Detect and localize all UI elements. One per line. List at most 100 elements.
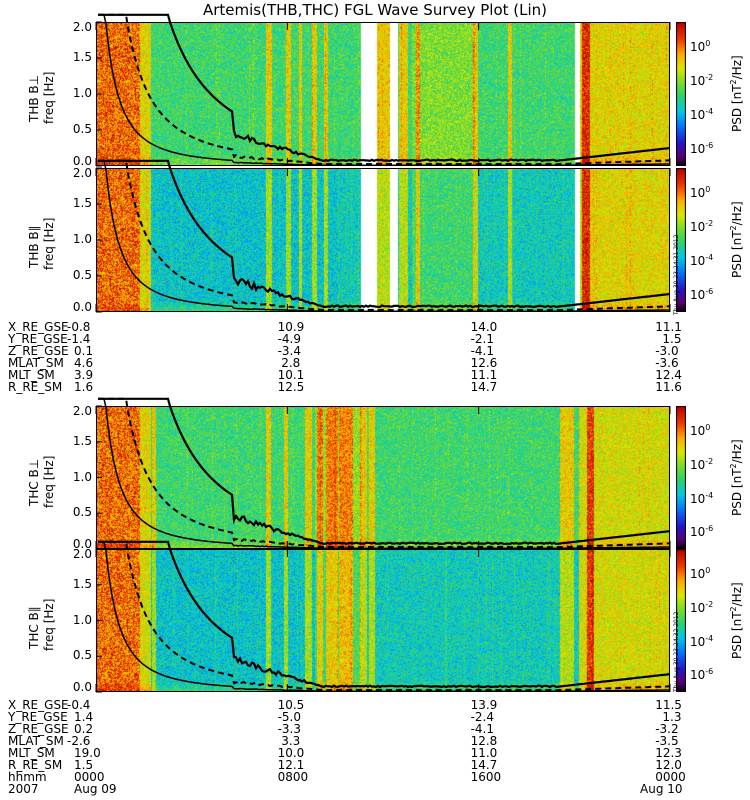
- gyrofrequency-curve: [98, 159, 671, 309]
- panel-frame: [96, 168, 670, 312]
- ephemeris-value: 1.6: [74, 380, 94, 394]
- half-gyrofrequency-curve: [98, 13, 671, 166]
- ephemeris-label: Z_RE_GSE: [8, 722, 69, 736]
- ephemeris-label: X_RE_GSE: [8, 698, 69, 712]
- spectrogram-panel-3: [95, 397, 671, 550]
- ephemeris-label: MLAT_SM: [8, 734, 64, 748]
- colorbar-tick-base: 10: [690, 525, 706, 540]
- ephemeris-value: 4.6: [74, 356, 94, 370]
- generation-timestamp: Thu Aug 30 23:24:32 2012: [673, 611, 680, 692]
- colorbar-label-sup: 2: [729, 225, 738, 231]
- ephemeris-value: 0.1: [74, 344, 94, 358]
- colorbar-label-suffix: /Hz]: [730, 438, 744, 463]
- colorbar-tick-base: 10: [690, 288, 706, 303]
- ephemeris-value: 1.5: [74, 758, 94, 772]
- y-tick-label: 0.0: [72, 537, 92, 551]
- ephemeris-value: -4.1: [470, 722, 495, 736]
- colorbar-label-prefix: PSD [nT: [730, 230, 744, 278]
- ephemeris-value: 1600: [470, 770, 502, 784]
- colorbar-tick-exponent: -2: [705, 599, 714, 609]
- ephemeris-label: MLT_SM: [8, 746, 55, 760]
- spectrogram-image: [96, 406, 670, 549]
- colorbar-tick-label: 10-2: [690, 457, 713, 472]
- colorbar-tick-base: 10: [690, 668, 706, 683]
- spectrogram-panel-4: [95, 540, 671, 693]
- ephemeris-row: MLAT_SM 4.6 2.8 12.6 -3.6: [0, 356, 750, 370]
- date-label: Aug 10: [640, 782, 683, 796]
- ephemeris-value: -5.0: [277, 710, 302, 724]
- colorbar-tick-label: 100: [690, 185, 710, 200]
- colorbar-tick-base: 10: [690, 220, 706, 235]
- colorbar-tick-label: 10-4: [690, 634, 713, 649]
- ephemeris-value: 11.5: [655, 698, 682, 712]
- colorbar-tick-label: 10-4: [690, 107, 713, 122]
- colorbar-tick-base: 10: [690, 40, 706, 55]
- year-label: 2007: [8, 782, 39, 796]
- colorbar-label-suffix: /Hz]: [730, 201, 744, 226]
- y-tick-label: 2.0: [72, 404, 92, 418]
- ephemeris-row: MLT_SM 3.9 10.1 11.1 12.4: [0, 368, 750, 382]
- y-tick-label: 1.5: [72, 50, 92, 64]
- panel-frame: [96, 406, 670, 549]
- ephemeris-value: -3.3: [277, 722, 302, 736]
- colorbar-tick-label: 10-6: [690, 141, 713, 156]
- ephemeris-value: 19.0: [74, 746, 101, 760]
- ephemeris-value: 0000: [655, 770, 686, 784]
- low-gyrofrequency-curve: [98, 14, 670, 167]
- colorbar-label-suffix: /Hz]: [730, 581, 744, 606]
- spectrogram-image: [96, 549, 670, 692]
- ephemeris-value: 10.5: [277, 698, 305, 712]
- ephemeris-value: 10.9: [277, 320, 305, 334]
- ephemeris-row: Z_RE_GSE 0.1 -3.4 -4.1 -3.0: [0, 344, 750, 358]
- ephemeris-value: -3.2: [655, 722, 679, 736]
- colorbar-tick-base: 10: [690, 108, 706, 123]
- ephemeris-row: MLAT_SM -2.6 3.3 12.8 -3.5: [0, 734, 750, 748]
- ephemeris-value: 3.9: [74, 368, 94, 382]
- colorbar-label-prefix: PSD [nT: [730, 84, 744, 132]
- spectrogram-overlay: [95, 540, 671, 693]
- y-axis-probe-label: THB B∥: [27, 225, 41, 268]
- colorbar-tick-exponent: 0: [705, 185, 711, 195]
- plot-title: Artemis(THB,THC) FGL Wave Survey Plot (L…: [202, 1, 548, 19]
- ephemeris-value: 3.3: [281, 734, 301, 748]
- ephemeris-row: X_RE_GSE -0.4 10.5 13.9 11.5: [0, 698, 750, 712]
- y-axis-label: freq [Hz]: [42, 71, 56, 124]
- date-label: Aug 09: [74, 782, 117, 796]
- colorbar: [676, 406, 686, 549]
- spectrogram-overlay: [95, 159, 671, 313]
- ephemeris-value: -0.8: [67, 320, 91, 334]
- colorbar-tick-exponent: 0: [705, 39, 711, 49]
- y-tick-label: 0.0: [72, 680, 92, 694]
- ephemeris-label: MLAT_SM: [8, 356, 64, 370]
- y-tick-label: 1.5: [72, 196, 92, 210]
- ephemeris-label: MLT_SM: [8, 368, 55, 382]
- colorbar-label: PSD [nT2/Hz]: [729, 55, 744, 132]
- colorbar-tick-exponent: -4: [705, 490, 714, 500]
- ephemeris-value: -3.6: [655, 356, 679, 370]
- ephemeris-row: Z_RE_GSE 0.2 -3.3 -4.1 -3.2: [0, 722, 750, 736]
- y-tick-label: 1.5: [72, 433, 92, 448]
- y-tick-label: 1.0: [72, 86, 92, 100]
- y-axis-label: freq [Hz]: [42, 598, 56, 651]
- ephemeris-label: Y_RE_GSE: [8, 332, 68, 346]
- colorbar-gradient: [676, 168, 686, 312]
- colorbar-tick-base: 10: [690, 142, 706, 157]
- colorbar-label: PSD [nT2/Hz]: [729, 582, 744, 659]
- ephemeris-row: MLT_SM 19.0 10.0 11.0 12.3: [0, 746, 750, 760]
- ephemeris-value: 12.3: [655, 746, 682, 760]
- colorbar-gradient: [676, 22, 686, 166]
- ephemeris-value: 12.8: [470, 734, 498, 748]
- colorbar-tick-base: 10: [690, 600, 706, 615]
- ephemeris-label: X_RE_GSE: [8, 320, 69, 334]
- ephemeris-label: R_RE_SM: [8, 758, 63, 772]
- ephemeris-value: 14.0: [470, 320, 498, 334]
- colorbar-gradient: [676, 549, 686, 692]
- colorbar-label-prefix: PSD [nT: [730, 610, 744, 659]
- ephemeris-value: 14.7: [470, 758, 498, 772]
- ephemeris-value: 1.4: [74, 710, 94, 724]
- ephemeris-value: -4.1: [470, 344, 495, 358]
- colorbar-tick-base: 10: [690, 567, 706, 582]
- colorbar-tick-label: 10-4: [690, 253, 713, 268]
- colorbar-label-suffix: /Hz]: [730, 55, 744, 80]
- ephemeris-label: Y_RE_GSE: [8, 710, 68, 724]
